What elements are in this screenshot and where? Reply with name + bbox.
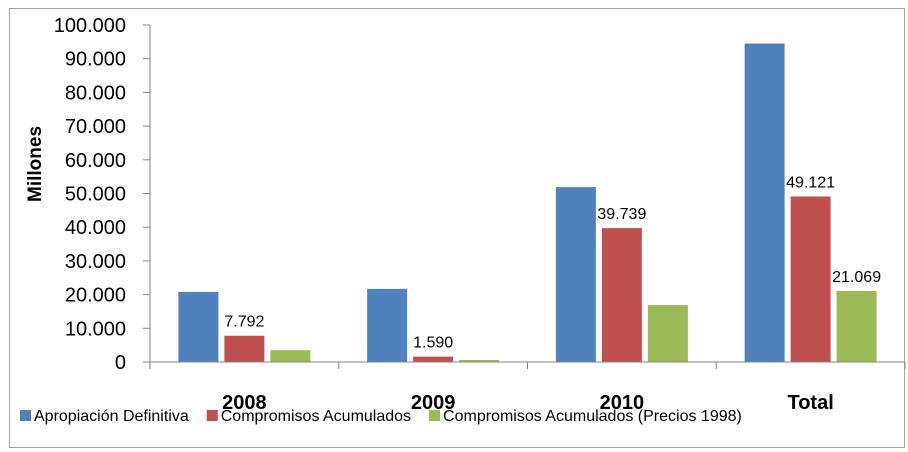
x-category-label: 2009 [411,392,456,414]
y-tick-label: 90.000 [65,49,126,71]
bar-compromisos [413,356,454,362]
bar-compromisos-1998 [647,305,688,362]
y-tick-label: 60.000 [65,150,126,172]
axes [149,25,906,369]
legend: Apropiación Definitiva Compromisos Acumul… [20,408,742,425]
data-label: 21.069 [832,269,881,286]
bar-apropiacion [744,43,785,362]
data-label: 39.739 [597,206,646,223]
data-labels: 7.792 1.590 39.739 49.121 21.069 [224,174,881,351]
y-tick-label: 100.000 [54,15,126,37]
legend-swatch [206,410,218,421]
bar-compromisos-1998 [836,290,877,362]
legend-swatch [429,410,441,421]
y-tick-label: 10.000 [65,318,126,340]
x-category-label: Total [787,392,833,414]
y-tick-label: 0 [115,352,126,374]
legend-label: Compromisos Acumulados (Precios 1998) [443,408,742,425]
y-tick-label: 30.000 [65,251,126,273]
legend-label: Apropiación Definitiva [34,408,189,425]
y-tick-label: 50.000 [65,184,126,206]
bar-compromisos [601,228,642,362]
y-tick-label: 40.000 [65,217,126,239]
bar-compromisos-1998 [459,359,500,362]
y-tick-label: 20.000 [65,285,126,307]
y-tick-label: 70.000 [65,116,126,138]
bars [178,43,877,362]
data-label: 49.121 [786,174,835,191]
y-axis-title: Millones [25,126,46,202]
x-axis-categories: 2008 2009 2010 Total [222,392,834,414]
bar-apropiacion [178,291,219,362]
x-category-label: 2010 [600,392,645,414]
data-label: 1.590 [413,335,453,352]
legend-swatch [20,410,31,421]
y-axis-label: Millones [25,126,46,202]
bar-compromisos [790,196,831,362]
x-category-label: 2008 [222,392,267,414]
data-label: 7.792 [224,314,264,331]
bar-compromisos [224,335,265,362]
bar-compromisos-1998 [270,350,311,362]
bar-apropiacion [555,187,596,362]
y-tick-label: 80.000 [65,82,126,104]
bar-apropiacion [367,288,408,362]
y-axis-ticks: 0 10.000 20.000 30.000 40.000 50.000 60.000 70.… [54,15,150,374]
legend-label: Compromisos Acumulados [221,408,411,425]
